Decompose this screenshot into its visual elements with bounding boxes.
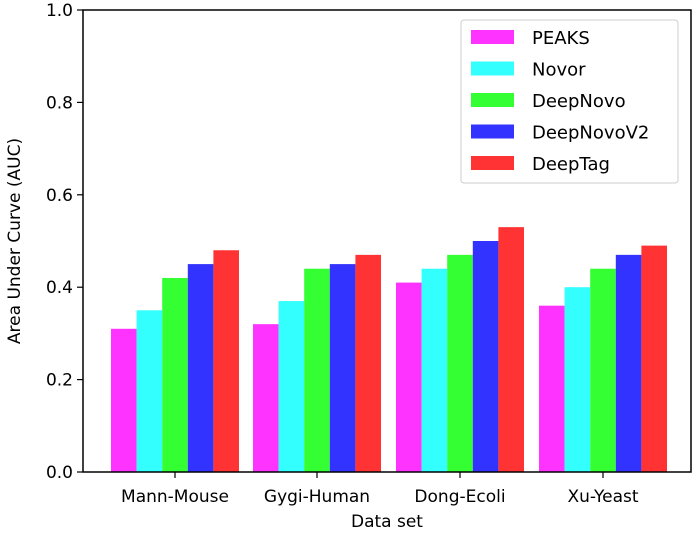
legend: PEAKS Novor DeepNovo DeepNovoV2 DeepTag — [460, 19, 679, 184]
bar-deepnovo-mann-mouse — [162, 277, 188, 472]
legend-swatch-deepnovo — [471, 93, 514, 107]
x-tick-label: Mann-Mouse — [121, 487, 229, 507]
bar-deepnovo-xu-yeast — [590, 268, 616, 472]
legend-label-deepnovo: DeepNovo — [532, 91, 626, 112]
legend-swatch-deepnovov2 — [471, 124, 514, 139]
y-tick-label: 0.4 — [46, 278, 73, 298]
x-axis-title: Data set — [351, 512, 423, 532]
bar-novor-gygi-human — [278, 301, 305, 472]
bar-novor-dong-ecoli — [421, 268, 448, 472]
bar-novor-xu-yeast — [564, 287, 591, 472]
bar-deepnovov2-xu-yeast — [615, 254, 642, 472]
y-tick-label: 0.8 — [46, 93, 73, 113]
bar-peaks-xu-yeast — [539, 305, 565, 472]
y-axis: 0.0 0.2 0.4 0.6 0.8 1.0 — [46, 1, 83, 483]
x-tick-label: Gygi-Human — [264, 487, 370, 507]
bar-deepnovo-gygi-human — [304, 268, 330, 472]
bar-deepnovov2-dong-ecoli — [472, 241, 499, 472]
bar-peaks-mann-mouse — [111, 328, 137, 472]
bar-deeptag-gygi-human — [355, 254, 381, 472]
bar-series-group — [111, 227, 667, 472]
y-tick-label: 0.0 — [46, 463, 73, 483]
x-tick-label: Dong-Ecoli — [414, 487, 505, 507]
legend-label-deeptag: DeepTag — [532, 154, 610, 175]
plot-frame — [82, 9, 692, 473]
bar-deepnovov2-mann-mouse — [187, 264, 214, 472]
x-tick-label: Xu-Yeast — [567, 487, 638, 507]
bar-peaks-dong-ecoli — [396, 282, 422, 472]
bar-deepnovov2-gygi-human — [329, 264, 356, 472]
y-tick-label: 0.2 — [46, 371, 73, 391]
legend-swatch-peaks — [471, 30, 514, 44]
legend-swatch-novor — [471, 61, 514, 76]
bar-novor-mann-mouse — [136, 310, 163, 472]
legend-label-deepnovov2: DeepNovoV2 — [532, 123, 649, 144]
y-tick-label: 0.6 — [46, 186, 73, 206]
bar-peaks-gygi-human — [253, 324, 279, 472]
bar-deeptag-mann-mouse — [213, 250, 239, 472]
bar-deepnovo-dong-ecoli — [447, 254, 473, 472]
y-tick-label: 1.0 — [46, 1, 73, 21]
bar-deeptag-dong-ecoli — [498, 227, 524, 472]
bar-deeptag-xu-yeast — [641, 245, 667, 472]
legend-swatch-deeptag — [471, 156, 514, 170]
legend-label-novor: Novor — [532, 60, 586, 81]
y-axis-title: Area Under Curve (AUC) — [5, 138, 25, 344]
legend-label-peaks: PEAKS — [532, 28, 590, 49]
legend-box — [460, 19, 679, 184]
x-axis: Mann-Mouse Gygi-Human Dong-Ecoli Xu-Yeast — [121, 472, 639, 507]
